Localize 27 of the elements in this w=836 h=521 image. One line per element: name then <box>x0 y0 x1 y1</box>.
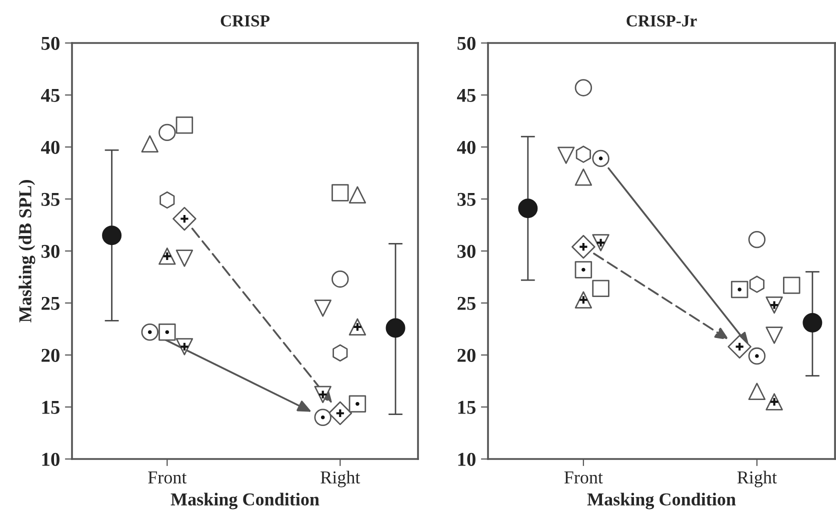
x-tick-label: Front <box>148 472 187 484</box>
y-tick-label: 25 <box>42 296 60 310</box>
x-axis-title: Masking Condition <box>587 492 736 510</box>
y-tick-label: 15 <box>458 400 476 414</box>
y-tick-label: 20 <box>42 348 60 362</box>
x-tick-label: Right <box>737 470 777 488</box>
y-tick-label: 45 <box>457 88 476 102</box>
x-tick-label: Right <box>320 470 360 488</box>
y-tick-label: 30 <box>457 244 476 258</box>
y-tick-label: 40 <box>41 140 60 154</box>
y-tick-label: 35 <box>41 192 60 206</box>
y-tick-label: 15 <box>42 400 60 414</box>
y-tick-label: 45 <box>41 88 60 102</box>
x-axis-title: Masking Condition <box>170 492 320 510</box>
y-tick-label: 35 <box>457 192 476 206</box>
chart-title: CRISP <box>220 15 270 26</box>
y-tick-label: 10 <box>42 452 60 466</box>
y-tick-label: 20 <box>458 348 476 362</box>
y-axis-title: Masking (dB SPL) <box>18 180 36 322</box>
y-tick-label: 40 <box>457 140 476 154</box>
x-tick-label: Front <box>564 472 603 484</box>
y-tick-label: 30 <box>41 244 60 258</box>
chart-title: CRISP-Jr <box>626 15 697 26</box>
y-tick-label: 50 <box>42 36 60 50</box>
y-tick-label: 10 <box>458 452 476 466</box>
y-tick-label: 25 <box>458 296 476 310</box>
y-tick-label: 50 <box>458 36 476 50</box>
